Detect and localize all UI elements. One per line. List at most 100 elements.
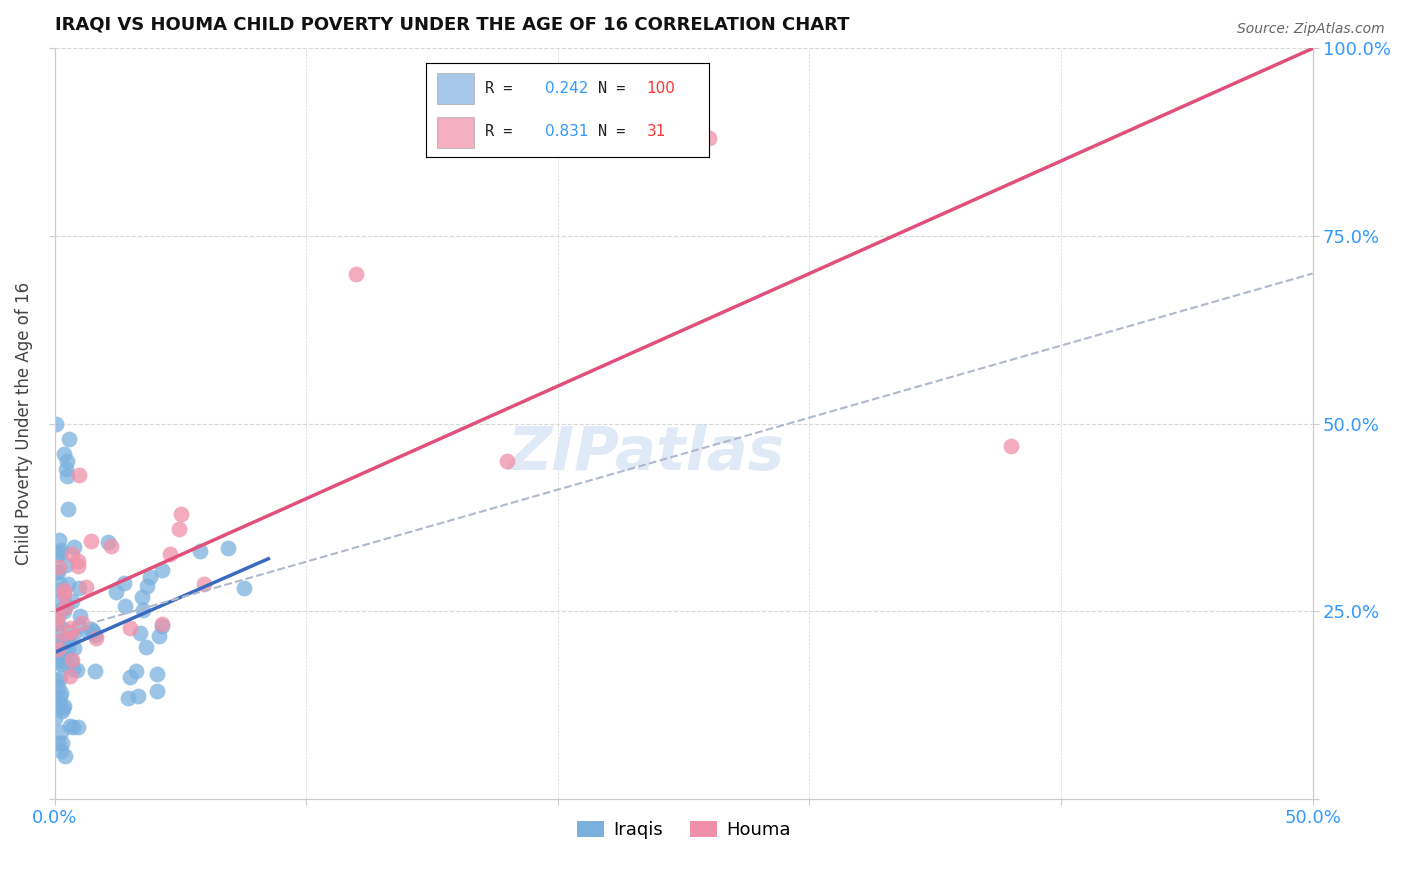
Point — [188, 543, 211, 558]
Y-axis label: Child Poverty Under the Age of 16: Child Poverty Under the Age of 16 — [15, 282, 32, 566]
Point — [148, 629, 170, 643]
Point — [62, 720, 84, 734]
Point — [45, 673, 67, 687]
Point — [60, 547, 83, 561]
Text: ZIPatlas: ZIPatlas — [508, 425, 785, 483]
Point — [51, 736, 73, 750]
Point — [69, 608, 91, 623]
Point — [83, 665, 105, 679]
Point — [44, 646, 66, 660]
Point — [48, 698, 70, 712]
Point — [97, 534, 120, 549]
Point — [45, 652, 67, 666]
Point — [67, 554, 90, 568]
Point — [62, 641, 84, 656]
Point — [146, 683, 169, 698]
Point — [45, 615, 67, 629]
Point — [60, 621, 83, 635]
Point — [150, 563, 173, 577]
Point — [58, 501, 80, 516]
Point — [67, 468, 90, 483]
Point — [496, 454, 519, 468]
Point — [80, 534, 103, 549]
Point — [60, 625, 83, 640]
Point — [52, 625, 75, 640]
Point — [129, 625, 152, 640]
Point — [84, 628, 107, 642]
Point — [53, 628, 76, 642]
Point — [84, 631, 107, 645]
Point — [53, 604, 76, 618]
Point — [46, 645, 69, 659]
Point — [76, 624, 98, 638]
Point — [159, 547, 181, 561]
Point — [55, 599, 77, 613]
Point — [48, 533, 70, 548]
Point — [114, 599, 136, 613]
Point — [55, 454, 77, 468]
Legend: Iraqis, Houma: Iraqis, Houma — [569, 814, 797, 847]
Point — [49, 627, 72, 641]
Point — [46, 655, 69, 669]
Point — [1000, 439, 1022, 453]
Point — [75, 580, 97, 594]
Point — [53, 648, 76, 662]
Point — [49, 690, 72, 704]
Point — [49, 577, 72, 591]
Point — [53, 587, 76, 601]
Point — [48, 559, 70, 574]
Point — [217, 541, 239, 556]
Point — [112, 576, 135, 591]
Point — [72, 615, 94, 630]
Point — [45, 629, 67, 643]
Point — [49, 744, 72, 758]
Point — [56, 577, 79, 591]
Point — [49, 542, 72, 557]
Point — [697, 131, 720, 145]
Point — [118, 621, 141, 635]
Point — [136, 579, 159, 593]
Point — [132, 603, 155, 617]
Point — [45, 630, 67, 644]
Point — [118, 670, 141, 684]
Point — [52, 582, 75, 597]
Point — [131, 591, 153, 605]
Point — [67, 558, 90, 573]
Point — [55, 461, 77, 475]
Point — [67, 581, 90, 595]
Point — [82, 624, 104, 639]
Point — [145, 667, 167, 681]
Point — [56, 634, 79, 648]
Point — [44, 690, 66, 704]
Point — [62, 629, 84, 643]
Point — [135, 640, 157, 655]
Point — [52, 627, 75, 641]
Point — [45, 565, 67, 579]
Point — [46, 604, 69, 618]
Point — [67, 619, 90, 633]
Point — [51, 686, 73, 700]
Point — [46, 549, 69, 563]
Point — [46, 610, 69, 624]
Point — [58, 432, 80, 446]
Point — [53, 699, 76, 714]
Point — [117, 691, 139, 706]
Point — [169, 522, 191, 536]
Point — [233, 581, 256, 595]
Point — [53, 599, 76, 614]
Point — [125, 664, 148, 678]
Point — [80, 622, 103, 636]
Point — [44, 608, 66, 623]
Point — [60, 653, 83, 667]
Point — [49, 592, 72, 607]
Point — [49, 657, 72, 671]
Point — [66, 663, 89, 677]
Point — [46, 583, 69, 598]
Point — [51, 704, 73, 718]
Point — [59, 627, 82, 641]
Point — [58, 640, 80, 655]
Point — [45, 614, 67, 628]
Point — [56, 469, 79, 483]
Point — [170, 508, 193, 522]
Point — [150, 616, 173, 631]
